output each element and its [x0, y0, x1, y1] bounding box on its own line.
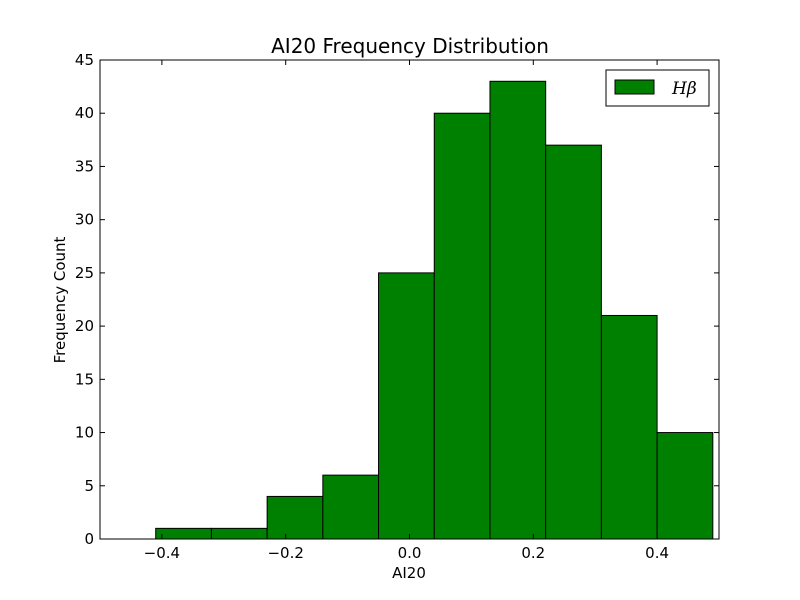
- bar: [489, 80, 547, 540]
- x-axis-label: AI20: [392, 564, 426, 582]
- y-tick-label: 30: [75, 211, 94, 229]
- legend-swatch: [614, 79, 655, 95]
- x-tick-label: 0.2: [521, 544, 545, 562]
- chart-title: AI20 Frequency Distribution: [271, 34, 549, 58]
- x-tick-label: 0.0: [398, 544, 422, 562]
- y-tick-label: 10: [75, 424, 94, 442]
- axes-group: −0.4 −0.2 0.0 0.2 0.4 0 5 10 15 20 25 30 35 40 45: [75, 51, 720, 562]
- bar: [210, 527, 268, 540]
- bar: [433, 112, 491, 540]
- y-tick-label: 40: [75, 104, 94, 122]
- bars-group: [155, 80, 714, 540]
- y-tick-label: 5: [84, 477, 94, 495]
- y-tick-label: 20: [75, 317, 94, 335]
- y-tick-label: 35: [75, 157, 94, 175]
- bar: [322, 474, 380, 540]
- x-tick-label: 0.4: [645, 544, 669, 562]
- bar: [266, 495, 324, 540]
- y-tick-label: 25: [75, 264, 94, 282]
- y-tick-label: 45: [75, 51, 94, 69]
- legend-label-series: Hβ: [671, 79, 697, 99]
- y-tick-label: 15: [75, 370, 94, 388]
- bar: [155, 527, 212, 540]
- legend: Hβ: [605, 69, 710, 107]
- y-axis-label: Frequency Count: [51, 236, 69, 363]
- y-tick-label: 0: [84, 530, 94, 548]
- bar: [378, 272, 435, 540]
- x-tick-label: −0.4: [144, 544, 180, 562]
- bar: [656, 432, 714, 540]
- bar: [600, 314, 658, 540]
- bar: [545, 144, 602, 540]
- x-tick-label: −0.2: [267, 544, 303, 562]
